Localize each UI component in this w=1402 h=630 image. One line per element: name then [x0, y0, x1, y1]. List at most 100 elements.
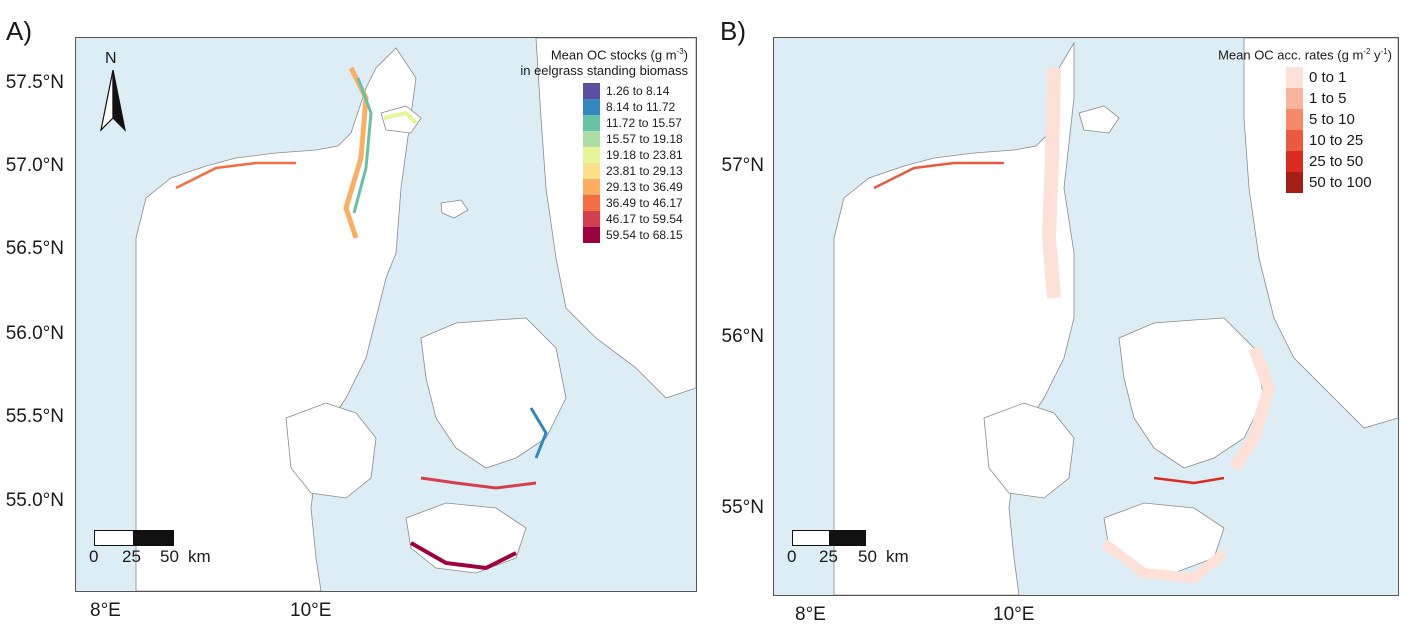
laeso-island [380, 105, 422, 134]
panel-b-legend-item: 10 to 25 [1286, 129, 1364, 151]
panel-a-legend-item: 46.17 to 59.54 [583, 210, 683, 228]
acc-band-zealand-east [1229, 345, 1276, 472]
panel-b-legend-swatch [1286, 66, 1303, 88]
panel-a-legend-label: 23.81 to 29.13 [606, 164, 683, 178]
panel-a-scale-25: 25 [122, 547, 141, 566]
panel-a-legend-swatch [583, 163, 600, 179]
panel-b-legend-item: 50 to 100 [1286, 171, 1372, 193]
panel-a-legend-swatch [583, 179, 600, 195]
panel-a-legend-label: 15.57 to 19.18 [606, 132, 683, 146]
panel-b-ytick-57: 57°N [721, 155, 764, 176]
panel-a-legend-label: 46.17 to 59.54 [606, 212, 683, 226]
panel-b-legend-label: 5 to 10 [1309, 110, 1355, 128]
panel-a-legend-label: 8.14 to 11.72 [606, 100, 676, 114]
panel-a-xtick-8e: 8°E [90, 600, 121, 621]
acc-band-south-zealand [1153, 476, 1225, 485]
panel-b-map-svg [833, 38, 1398, 595]
panel-b-legend-item: 5 to 10 [1286, 108, 1355, 130]
eelgrass-strip-limfjord [175, 161, 296, 190]
panel-a-legend-swatch [583, 115, 600, 131]
panel-a-legend-item: 11.72 to 15.57 [583, 114, 682, 132]
acc-band-lolland [1101, 539, 1228, 584]
jutland-land [135, 47, 417, 591]
north-arrow: N [98, 50, 128, 132]
panel-a-legend-swatch [583, 99, 600, 115]
panel-a-legend-swatch [583, 131, 600, 147]
panel-a-ytick-56-5: 56.5°N [5, 238, 64, 259]
panel-a-legend-swatch [583, 211, 600, 227]
panel-b-legend-item: 0 to 1 [1286, 66, 1347, 88]
panel-a-legend-swatch [583, 83, 600, 99]
panel-a-xtick-10e: 10°E [290, 600, 332, 621]
panel-a-scale-50: 50 [160, 547, 179, 566]
panel-b-scale-0: 0 [787, 547, 797, 566]
panel-b-legend-label: 10 to 25 [1309, 131, 1364, 149]
panel-a-legend-label: 36.49 to 46.17 [606, 196, 683, 210]
eelgrass-strip-zealand [420, 476, 537, 490]
panel-b-scale-25: 25 [819, 547, 838, 566]
panel-b-legend-label: 1 to 5 [1309, 89, 1347, 107]
panel-b-scale-bar [792, 530, 866, 546]
eelgrass-strip-laeso [383, 110, 418, 125]
panel-b-legend-item: 25 to 50 [1286, 150, 1364, 172]
eelgrass-strip-kattegat-2 [352, 77, 373, 214]
panel-b-legend-swatch [1286, 150, 1303, 172]
eelgrass-strip-lolland [410, 541, 517, 571]
panel-b-map: Mean OC acc. rates (g m-2 y-1) 0 to 1 1 t… [773, 37, 1399, 596]
panel-a-legend-item: 19.18 to 23.81 [583, 146, 683, 164]
panel-a-map: N Mean OC stocks (g m-3) in eelgrass sta… [75, 37, 697, 592]
anholt-island [440, 199, 469, 219]
panel-a-legend-item: 23.81 to 29.13 [583, 162, 683, 180]
panel-b-legend-label: 25 to 50 [1309, 152, 1364, 170]
panel-a-legend-item: 59.54 to 68.15 [583, 226, 683, 244]
panel-a-ytick-56-0: 56.0°N [5, 323, 64, 344]
acc-band-east-jutland [1041, 67, 1061, 299]
panel-a-legend-item: 29.13 to 36.49 [583, 178, 683, 196]
zealand-land [420, 317, 567, 469]
eelgrass-strip-oresund [529, 407, 548, 459]
north-arrow-icon [100, 70, 126, 132]
panel-b-ytick-55: 55°N [721, 497, 764, 518]
panel-a-scale-unit: km [188, 547, 211, 566]
panel-b-legend-title: Mean OC acc. rates (g m-2 y-1) [1218, 47, 1392, 63]
panel-a-scale-0: 0 [89, 547, 99, 566]
panel-a-legend-swatch [583, 195, 600, 211]
panel-a-legend-label: 1.26 to 8.14 [606, 84, 670, 98]
panel-a-ytick-57-5: 57.5°N [5, 72, 64, 93]
panel-b-legend-swatch [1286, 87, 1303, 109]
panel-a-legend-label: 11.72 to 15.57 [606, 116, 682, 130]
panel-a-legend-item: 1.26 to 8.14 [583, 82, 669, 100]
jutland-land [833, 41, 1075, 595]
panel-a-scale-bar [94, 530, 174, 546]
sweden-land [1243, 38, 1398, 429]
panel-b-legend-swatch [1286, 108, 1303, 130]
north-label: N [105, 50, 117, 67]
panel-a-legend-label: 29.13 to 36.49 [606, 180, 683, 194]
panel-b-legend-label: 50 to 100 [1309, 173, 1372, 191]
panel-b-scale-50: 50 [858, 547, 877, 566]
panel-b-legend-swatch [1286, 171, 1303, 193]
panel-a-ytick-55-5: 55.5°N [5, 406, 64, 427]
panel-b-legend-swatch [1286, 129, 1303, 151]
panel-b-xtick-8e: 8°E [795, 604, 826, 625]
funen-land [983, 402, 1075, 499]
panel-b-scale-unit: km [886, 547, 909, 566]
panel-b-legend-item: 1 to 5 [1286, 87, 1347, 109]
lolland-land [405, 502, 527, 574]
panel-a-label: A) [6, 16, 32, 46]
panel-a-legend-swatch [583, 227, 600, 243]
panel-a-legend-item: 36.49 to 46.17 [583, 194, 683, 212]
laeso-island [1078, 105, 1120, 134]
panel-a-legend-item: 8.14 to 11.72 [583, 98, 675, 116]
panel-a-ytick-57-0: 57.0°N [5, 155, 64, 176]
panel-b-legend-label: 0 to 1 [1309, 68, 1347, 86]
funen-land [285, 402, 377, 499]
panel-a-legend-item: 15.57 to 19.18 [583, 130, 683, 148]
panel-a-legend-label: 19.18 to 23.81 [606, 148, 683, 162]
panel-b-xtick-10e: 10°E [993, 604, 1035, 625]
panel-a-legend-title: Mean OC stocks (g m-3) in eelgrass stand… [520, 47, 688, 79]
panel-a-ytick-55-0: 55.0°N [5, 490, 64, 511]
panel-a-map-svg [135, 38, 696, 591]
sweden-land [535, 38, 696, 399]
acc-band-limfjord [873, 161, 1004, 190]
